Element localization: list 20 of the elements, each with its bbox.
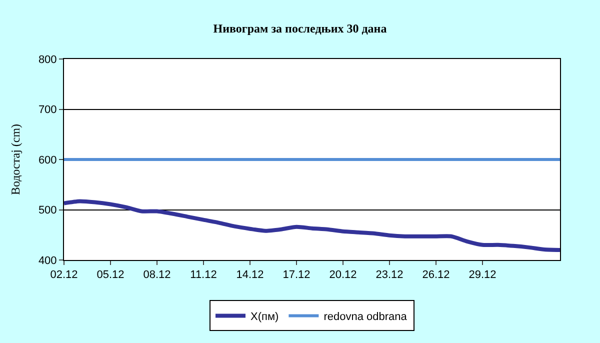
y-tick-label: 400 <box>38 254 57 267</box>
x-tick-label: 02.12 <box>50 269 78 282</box>
legend-label: redovna odbrana <box>324 310 408 323</box>
legend-label: X(пм) <box>250 310 279 323</box>
y-tick-label: 700 <box>38 104 57 116</box>
chart-title: Нивограм за последњих 30 дана <box>213 21 387 36</box>
x-tick-label: 05.12 <box>96 269 124 282</box>
x-tick-label: 11.12 <box>190 269 217 282</box>
x-tick-label: 23.12 <box>376 269 404 282</box>
y-axis-title: Водостај (cm) <box>8 124 23 196</box>
x-tick-label: 14.12 <box>236 269 264 282</box>
y-tick-label: 500 <box>38 204 57 217</box>
line-series <box>64 199 560 252</box>
x-tick-label: 20.12 <box>329 269 357 282</box>
y-tick-label: 800 <box>38 54 57 66</box>
x-tick-label: 17.12 <box>282 269 310 282</box>
x-tick-label: 08.12 <box>143 269 171 282</box>
y-tick-label: 600 <box>38 154 57 166</box>
x-tick-label: 29.12 <box>468 269 496 282</box>
x-tick-label: 26.12 <box>422 269 450 282</box>
